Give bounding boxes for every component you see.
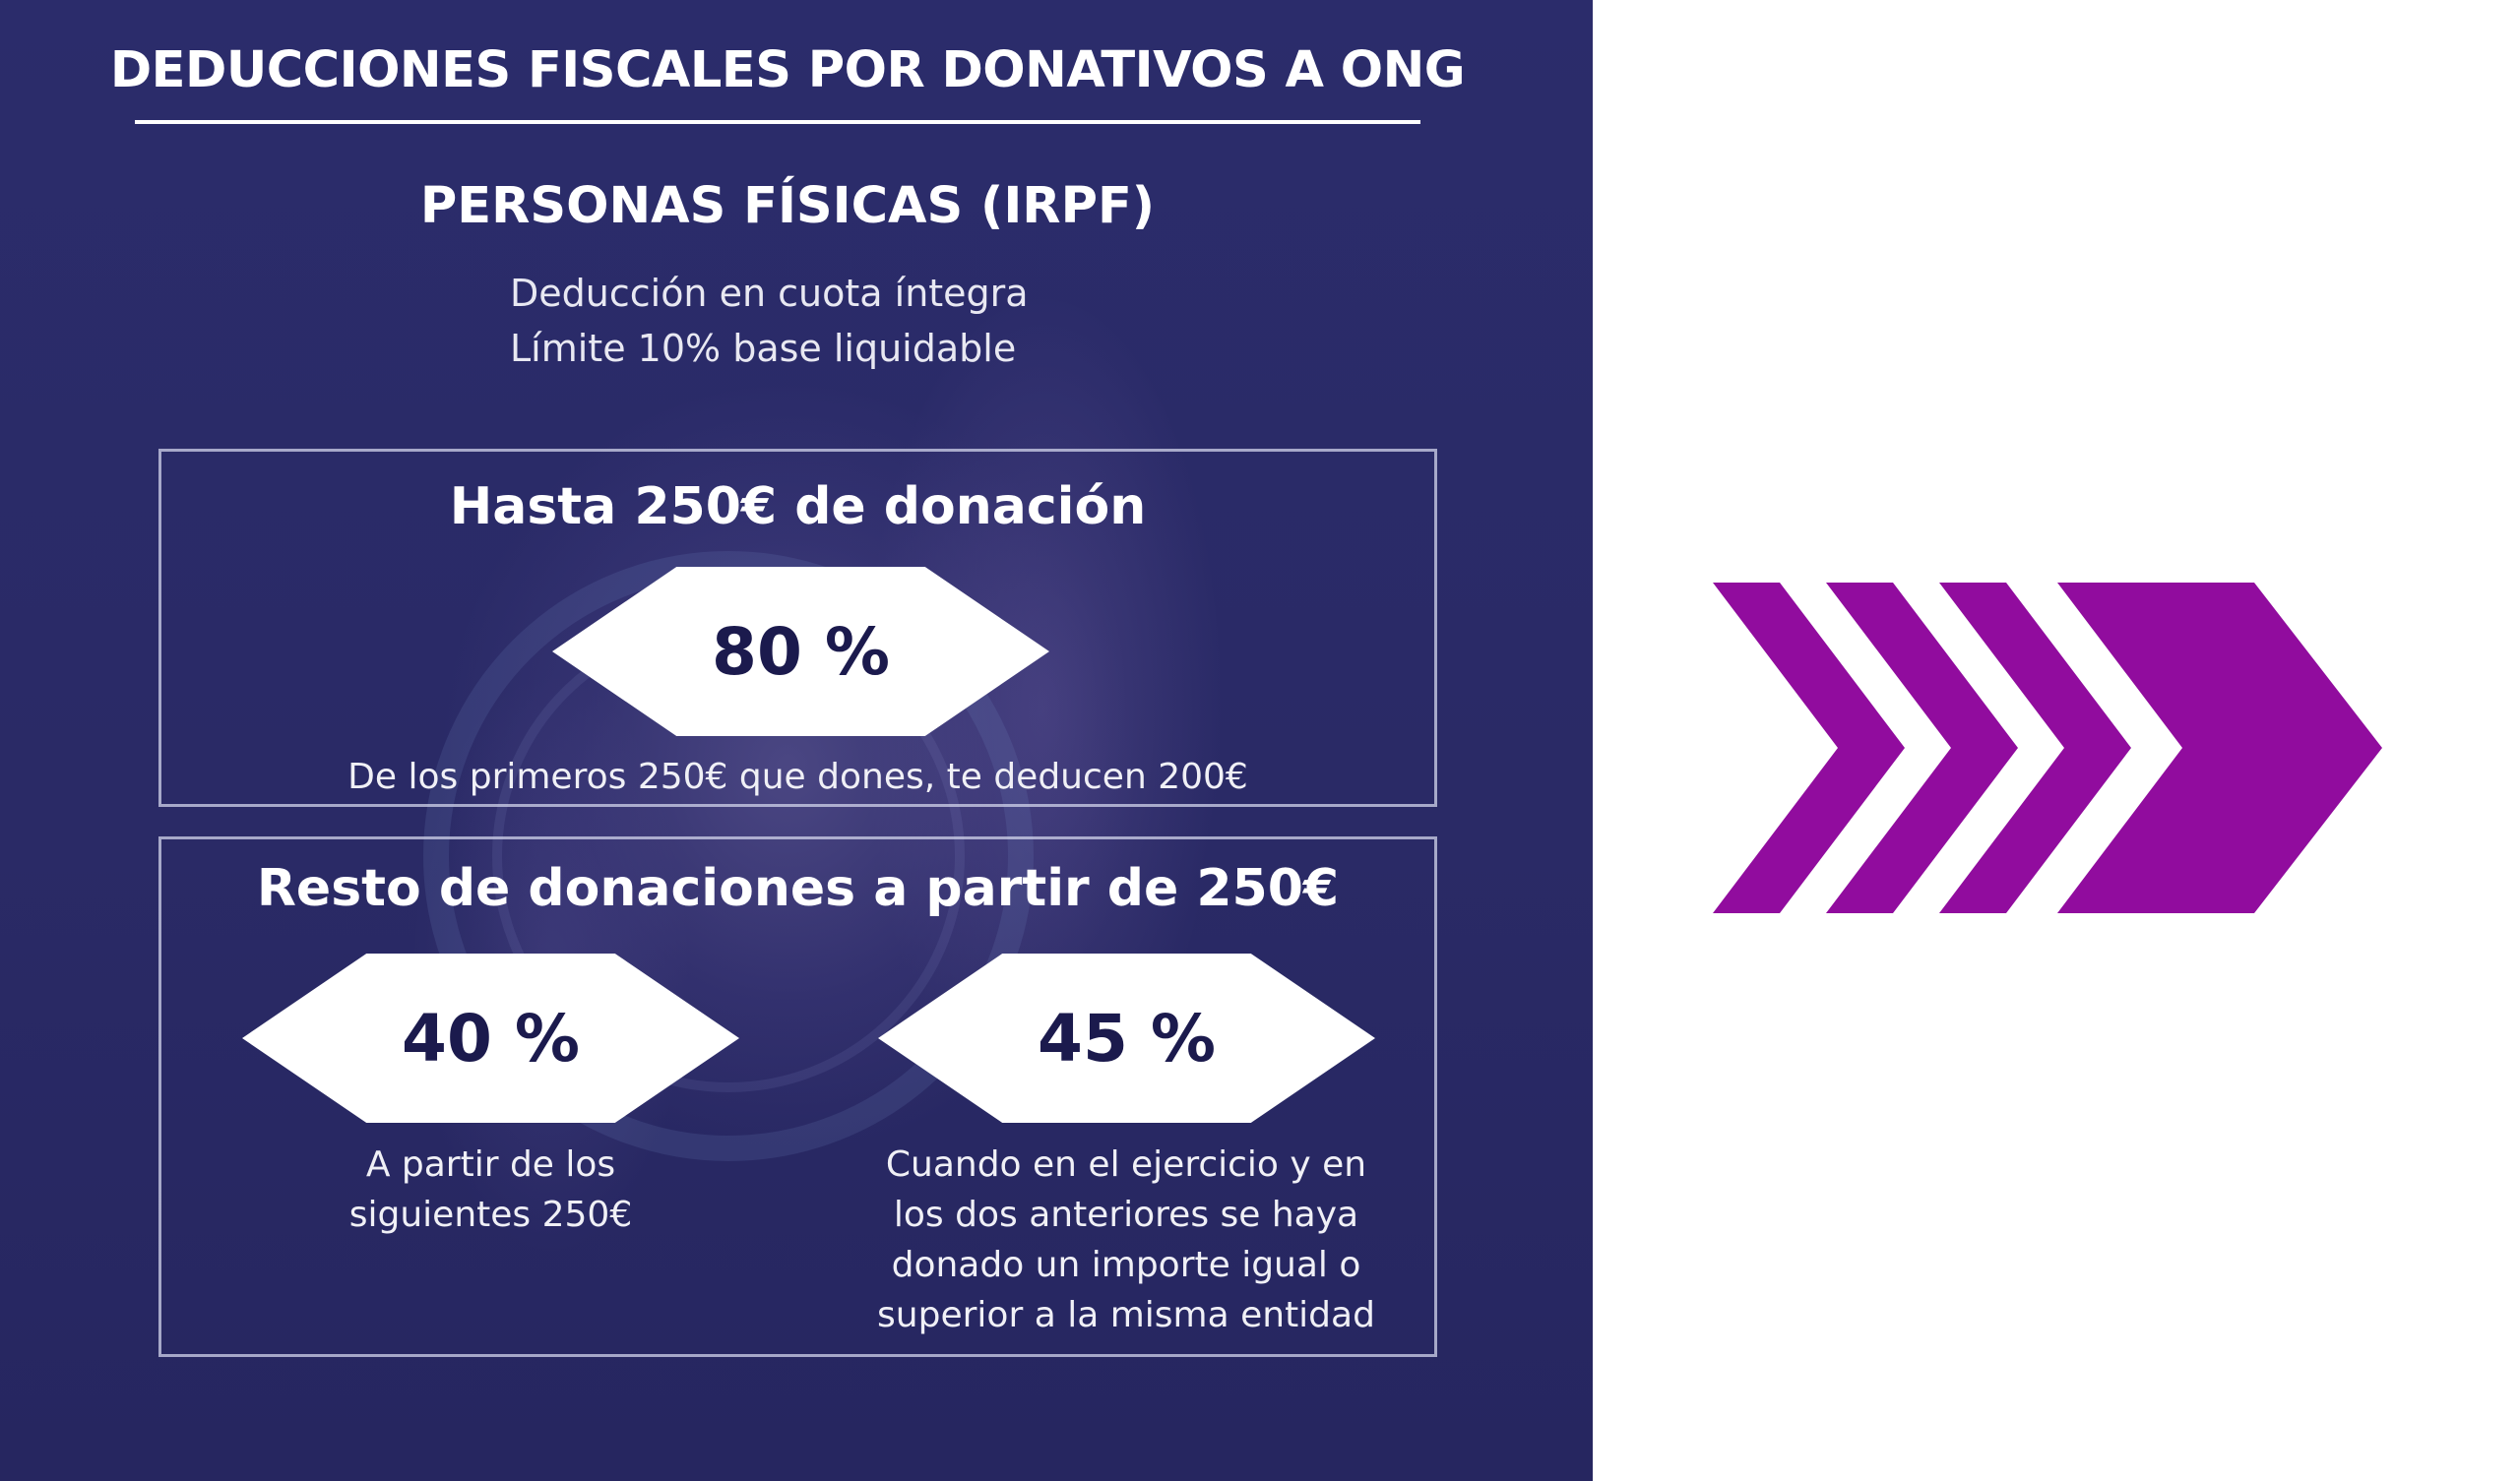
box1-heading: Hasta 250€ de donación bbox=[449, 477, 1147, 536]
box1-note: De los primeros 250€ que dones, te deduc… bbox=[347, 757, 1248, 797]
chevron-3 bbox=[1939, 583, 2131, 913]
note-45-line-2: los dos anteriores se haya bbox=[893, 1195, 1359, 1235]
box-rest-of-donations: Resto de donaciones a partir de 250€ 40 … bbox=[158, 836, 1437, 1357]
section-subtitle: PERSONAS FÍSICAS (IRPF) bbox=[419, 177, 1156, 235]
title-underline bbox=[135, 120, 1420, 124]
chevron-arrow-icon bbox=[1713, 583, 2382, 913]
note-40-line-2: siguientes 250€ bbox=[348, 1195, 633, 1235]
note-40-line-1: A partir de los bbox=[365, 1144, 616, 1185]
note-40: A partir de los siguientes 250€ bbox=[242, 1140, 739, 1240]
box2-heading: Resto de donaciones a partir de 250€ bbox=[256, 859, 1340, 918]
note-45-line-3: donado un importe igual o bbox=[891, 1245, 1361, 1285]
chevron-4 bbox=[2057, 583, 2382, 913]
note-45: Cuando en el ejercicio y en los dos ante… bbox=[841, 1140, 1412, 1340]
percent-45: 45 % bbox=[1038, 1000, 1216, 1077]
note-45-line-4: superior a la misma entidad bbox=[877, 1295, 1375, 1335]
page-title: DEDUCCIONES FISCALES POR DONATIVOS A ONG bbox=[109, 41, 1466, 99]
hexagon-45: 45 % bbox=[878, 954, 1375, 1123]
box-up-to-250: Hasta 250€ de donación 80 % De los prime… bbox=[158, 449, 1437, 807]
hexagon-80: 80 % bbox=[552, 567, 1049, 736]
chevron-1 bbox=[1713, 583, 1905, 913]
description-line-2: Límite 10% base liquidable bbox=[510, 327, 1017, 370]
background-panel: DEDUCCIONES FISCALES POR DONATIVOS A ONG… bbox=[0, 0, 1593, 1481]
hexagon-40: 40 % bbox=[242, 954, 739, 1123]
note-45-line-1: Cuando en el ejercicio y en bbox=[885, 1144, 1367, 1185]
percent-80: 80 % bbox=[712, 613, 890, 690]
percent-40: 40 % bbox=[402, 1000, 580, 1077]
chevron-2 bbox=[1826, 583, 2018, 913]
description-line-1: Deducción en cuota íntegra bbox=[510, 272, 1029, 315]
